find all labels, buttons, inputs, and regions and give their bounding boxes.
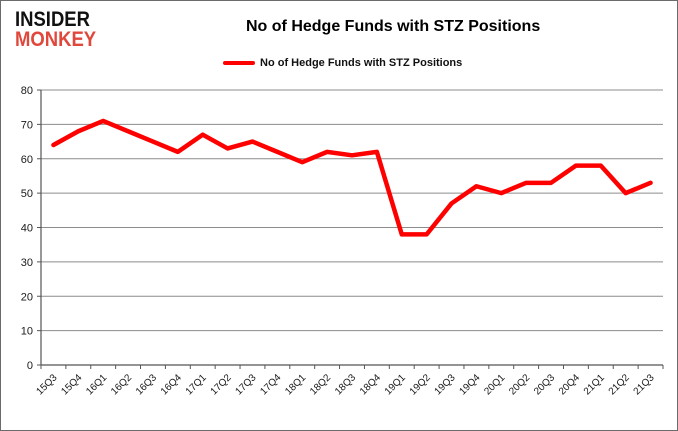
x-axis-label-20Q1: 20Q1 [482, 372, 507, 397]
x-axis-label-16Q4: 16Q4 [159, 372, 184, 397]
x-axis-label-20Q4: 20Q4 [557, 372, 582, 397]
x-axis-label-19Q3: 19Q3 [433, 372, 458, 397]
x-axis-label-21Q2: 21Q2 [607, 372, 632, 397]
y-tick-label-70: 70 [21, 119, 33, 131]
x-axis-label-18Q3: 18Q3 [333, 372, 358, 397]
legend: No of Hedge Funds with STZ Positions [223, 57, 462, 69]
x-axis-label-21Q3: 21Q3 [632, 372, 657, 397]
y-tick-label-0: 0 [27, 360, 33, 372]
x-axis-label-18Q2: 18Q2 [308, 372, 333, 397]
x-axis-label-17Q4: 17Q4 [258, 372, 283, 397]
y-tick-label-40: 40 [21, 223, 33, 235]
x-axis-label-19Q2: 19Q2 [408, 372, 433, 397]
x-axis-label-21Q1: 21Q1 [582, 372, 607, 397]
y-tick-label-60: 60 [21, 154, 33, 166]
x-axis-label-17Q3: 17Q3 [234, 372, 259, 397]
legend-line-swatch [223, 61, 255, 65]
x-axis-label-16Q2: 16Q2 [109, 372, 134, 397]
chart-title: No of Hedge Funds with STZ Positions [246, 18, 541, 35]
y-tick-label-50: 50 [21, 188, 33, 200]
insider-monkey-logo: INSIDER MONKEY [15, 8, 97, 51]
y-tick-label-30: 30 [21, 257, 33, 269]
logo-line-insider: INSIDER [15, 8, 90, 31]
legend-label: No of Hedge Funds with STZ Positions [260, 57, 463, 69]
x-axis-label-18Q4: 18Q4 [358, 372, 383, 397]
x-axis-label-15Q4: 15Q4 [59, 372, 84, 397]
x-axis-label-18Q1: 18Q1 [283, 372, 308, 397]
y-tick-label-20: 20 [21, 291, 33, 303]
x-axis-label-19Q1: 19Q1 [383, 372, 408, 397]
x-axis-label-17Q1: 17Q1 [184, 372, 209, 397]
x-axis-label-16Q3: 16Q3 [134, 372, 159, 397]
x-axis-label-19Q4: 19Q4 [457, 372, 482, 397]
x-axis-label-16Q1: 16Q1 [84, 372, 109, 397]
series-line [51, 118, 653, 237]
y-tick-label-80: 80 [21, 85, 33, 97]
x-axis-label-20Q2: 20Q2 [507, 372, 532, 397]
x-axis-label-17Q2: 17Q2 [209, 372, 234, 397]
x-axis-label-20Q3: 20Q3 [532, 372, 557, 397]
y-tick-label-10: 10 [21, 326, 33, 338]
logo-line-monkey: MONKEY [15, 28, 97, 51]
x-axis-label-15Q3: 15Q3 [34, 372, 59, 397]
